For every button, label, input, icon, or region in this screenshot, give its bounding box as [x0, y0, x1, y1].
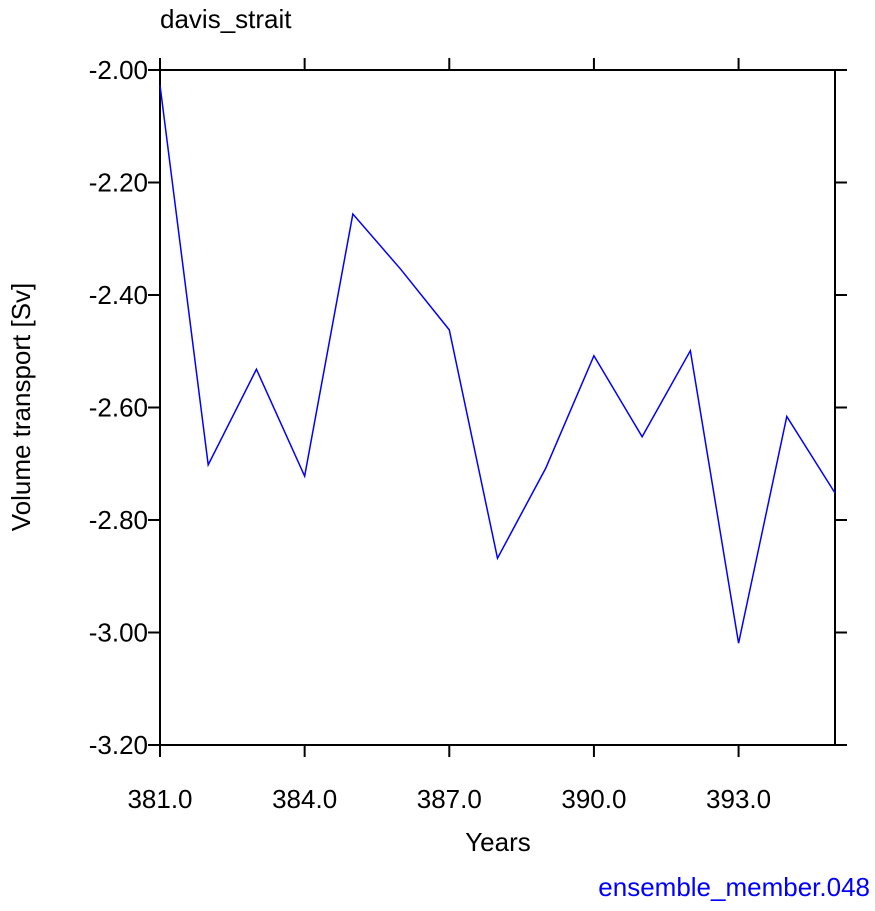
y-axis-label: Volume transport [Sv] — [6, 283, 36, 532]
x-tick-label: 387.0 — [417, 784, 482, 814]
y-tick-label: -2.20 — [89, 168, 148, 198]
annotation: ensemble_member.048 — [598, 872, 870, 902]
y-tick-label: -3.20 — [89, 730, 148, 760]
chart-title: davis_strait — [160, 4, 292, 34]
y-tick-label: -2.60 — [89, 393, 148, 423]
plot-frame — [159, 69, 836, 746]
y-tick-label: -2.40 — [89, 280, 148, 310]
x-tick-label: 384.0 — [272, 784, 337, 814]
y-tick-label: -2.00 — [89, 55, 148, 85]
x-tick-label: 381.0 — [127, 784, 192, 814]
x-tick-label: 393.0 — [706, 784, 771, 814]
x-tick-label: 390.0 — [561, 784, 626, 814]
y-tick-label: -2.80 — [89, 505, 148, 535]
y-tick-label: -3.00 — [89, 618, 148, 648]
data-line — [159, 85, 836, 644]
x-axis-label: Years — [465, 827, 531, 857]
